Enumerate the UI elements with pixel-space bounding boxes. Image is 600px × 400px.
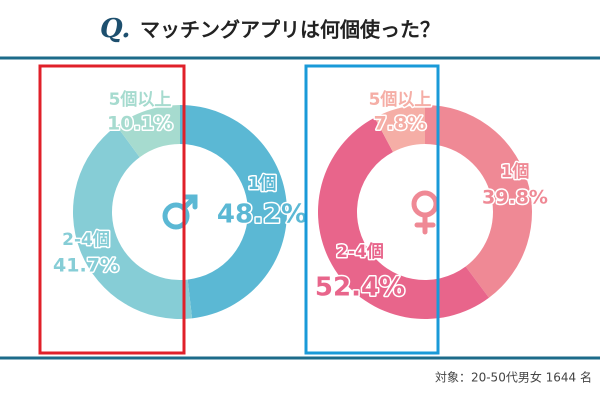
value-label: 7.8%: [374, 113, 427, 135]
value-label: 52.4%: [315, 273, 405, 303]
donut-segment: [180, 105, 287, 319]
donut-segment: [116, 105, 180, 158]
category-label: 1個: [501, 161, 530, 182]
symbol-arrow: [181, 195, 197, 211]
category-label: 1個: [248, 173, 277, 194]
symbol-ring: [411, 190, 439, 218]
category-label: 2-4個: [336, 241, 384, 262]
donut-segment: [374, 105, 425, 153]
category-label: 5個以上: [369, 89, 432, 110]
donut-segment: [73, 125, 193, 319]
value-label: 10.1%: [107, 113, 173, 135]
title-mark: Q.: [100, 14, 130, 44]
value-label: 48.2%: [217, 200, 307, 230]
footnote: 対象：20-50代男女 1644 名: [435, 370, 592, 385]
highlight-frame: [304, 64, 440, 355]
donut-segment: [317, 117, 489, 320]
gender-symbol: [162, 194, 198, 230]
category-label: 5個以上: [109, 89, 172, 110]
title: マッチングアプリは何個使った？: [140, 18, 440, 42]
charts: 1個 48.2% 2-4個 41.7% 5個以上 10.1% 1個 39.8% 2-4個 52.4…: [38, 64, 549, 355]
symbol-arrowhead: [182, 194, 198, 210]
value-label: 39.8%: [482, 187, 548, 209]
highlight-frame: [38, 64, 186, 355]
value-label: 41.7%: [53, 255, 119, 277]
gender-symbol: [411, 190, 439, 235]
donut-segment: [425, 105, 532, 298]
category-label: 2-4個: [62, 229, 110, 250]
symbol-ring: [162, 202, 190, 230]
